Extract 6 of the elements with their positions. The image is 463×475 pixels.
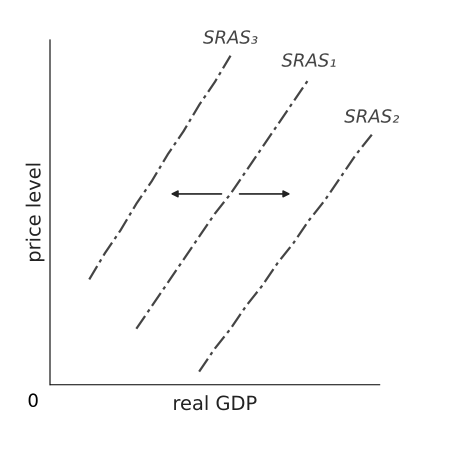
series-label: SRAS₃ <box>203 30 258 44</box>
text: 0 <box>28 393 38 408</box>
x-axis-title: real GDP <box>174 395 257 410</box>
series-label: SRAS₂ <box>344 109 400 123</box>
y-axis-title: price level <box>26 164 44 261</box>
series-label: SRAS₁ <box>282 53 336 67</box>
